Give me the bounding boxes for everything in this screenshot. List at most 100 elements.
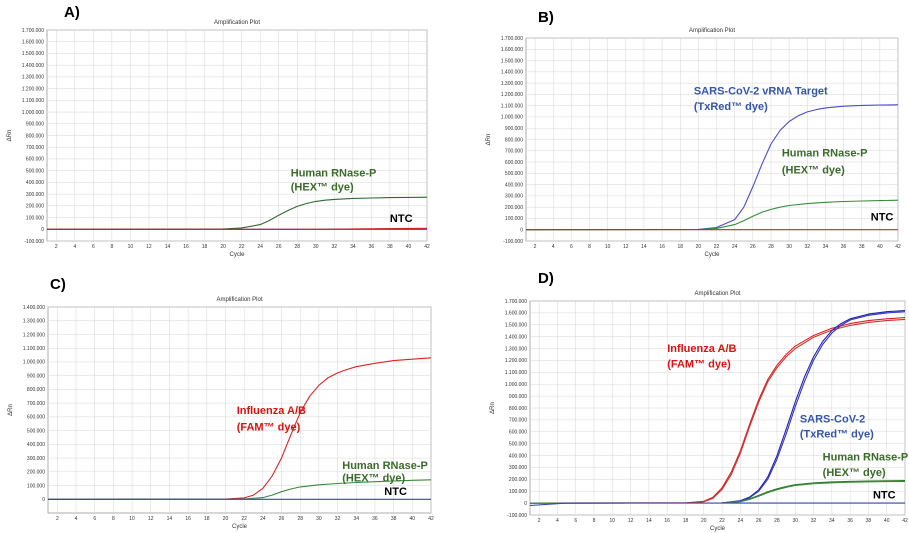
x-tick-label: 20	[220, 244, 226, 250]
x-axis-label: Cycle	[704, 252, 720, 258]
y-tick-label: 1.600.000	[22, 40, 44, 46]
x-tick-label: 42	[895, 244, 901, 250]
annotation-label: NTC	[384, 486, 407, 498]
x-tick-label: 16	[664, 518, 670, 524]
x-tick-label: 8	[110, 244, 113, 250]
x-tick-label: 12	[628, 518, 634, 524]
y-tick-label: 1.000.000	[23, 360, 45, 366]
annotation-label: Human RNase-P	[291, 168, 377, 180]
y-tick-label: 700.000	[26, 145, 44, 151]
x-tick-label: 12	[148, 516, 154, 522]
x-tick-label: 16	[183, 244, 189, 250]
x-tick-label: 22	[719, 518, 725, 524]
y-tick-label: 100.000	[505, 216, 523, 222]
y-tick-label: 1.100.000	[501, 103, 523, 109]
series-line	[46, 196, 428, 230]
x-tick-label: 28	[768, 244, 774, 250]
x-tick-label: 26	[750, 244, 756, 250]
y-tick-label: 800.000	[27, 387, 45, 393]
x-tick-label: 26	[756, 518, 762, 524]
panel-c: C) 2 4 6 8 10 12 14 16 18 20 22 24 26 28 30 32 34 36 38 40 4…	[0, 274, 450, 533]
x-tick-label: 16	[185, 516, 191, 522]
y-axis-label: ΔRn	[7, 130, 13, 142]
y-tick-label: 900.000	[505, 126, 523, 132]
x-tick-label: 14	[646, 518, 652, 524]
x-tick-label: 4	[75, 516, 78, 522]
plot-title: Amplification Plot	[689, 28, 735, 34]
x-axis-label: Cycle	[710, 526, 726, 532]
y-tick-label: 1.500.000	[501, 58, 523, 64]
annotation-label: (TxRed™ dye)	[800, 429, 874, 441]
y-tick-label: 300.000	[505, 194, 523, 200]
panel-a: A) 2 4 6 8 10 12 14 16 18 20 22 24 26 28 30 32 34 36 38 40 4…	[0, 0, 450, 266]
series-line	[525, 199, 899, 231]
x-tick-label: 28	[294, 244, 300, 250]
x-tick-label: 24	[732, 244, 738, 250]
x-tick-label: 34	[829, 518, 835, 524]
annotation-label: (HEX™ dye)	[342, 472, 405, 484]
y-tick-label: 1.400.000	[501, 70, 523, 76]
y-tick-label: 200.000	[505, 205, 523, 211]
y-tick-label: 600.000	[509, 430, 527, 436]
x-tick-label: 6	[570, 244, 573, 250]
y-tick-label: 600.000	[505, 160, 523, 166]
annotation-label: (HEX™ dye)	[782, 164, 845, 176]
x-tick-label: 30	[313, 244, 319, 250]
series-line	[47, 479, 432, 500]
y-tick-label: 400.000	[26, 180, 44, 186]
y-tick-label: 900.000	[27, 373, 45, 379]
y-tick-label: 1.400.000	[22, 63, 44, 69]
series-line	[529, 480, 906, 504]
annotation-label: SARS-CoV-2	[800, 413, 865, 425]
panel-label: A)	[64, 4, 80, 21]
x-tick-label: 42	[902, 518, 908, 524]
y-tick-label: 700.000	[27, 401, 45, 407]
series-line	[47, 357, 432, 500]
x-tick-label: 8	[112, 516, 115, 522]
x-tick-label: 12	[146, 244, 152, 250]
y-tick-label: 400.000	[505, 182, 523, 188]
y-tick-label: 1.500.000	[505, 323, 527, 329]
x-tick-label: 34	[823, 244, 829, 250]
x-tick-label: 22	[239, 244, 245, 250]
x-tick-label: 2	[55, 244, 58, 250]
x-tick-label: 16	[659, 244, 665, 250]
x-tick-label: 34	[350, 244, 356, 250]
x-axis-label: Cycle	[229, 252, 245, 258]
y-tick-label: 200.000	[27, 470, 45, 476]
x-axis-label: Cycle	[232, 524, 248, 530]
x-tick-label: 24	[260, 516, 266, 522]
y-tick-label: 800.000	[26, 133, 44, 139]
amplification-plot-b: 2 4 6 8 10 12 14 16 18 20 22 24 26 28 30 32 34 36 38 40 42-1…	[486, 28, 901, 258]
x-tick-label: 40	[884, 518, 890, 524]
y-tick-label: 1.200.000	[505, 358, 527, 364]
y-tick-label: 1.200.000	[23, 332, 45, 338]
x-tick-label: 32	[804, 244, 810, 250]
y-tick-label: 0	[520, 228, 523, 234]
x-tick-label: 10	[610, 518, 616, 524]
x-tick-label: 20	[701, 518, 707, 524]
y-tick-label: 1.100.000	[23, 346, 45, 352]
x-tick-label: 4	[552, 244, 555, 250]
y-tick-label: 1.600.000	[501, 47, 523, 53]
y-tick-label: 100.000	[26, 215, 44, 221]
series-line	[47, 227, 428, 230]
annotation-label: Human RNase-P	[782, 147, 868, 159]
x-tick-label: 28	[297, 516, 303, 522]
x-tick-label: 6	[574, 518, 577, 524]
y-tick-label: 1.000.000	[505, 382, 527, 388]
x-tick-label: 32	[811, 518, 817, 524]
annotation-label: SARS-CoV-2 vRNA Target	[694, 85, 828, 97]
x-tick-label: 34	[353, 516, 359, 522]
y-tick-label: 1.700.000	[501, 36, 523, 42]
y-tick-label: 1.400.000	[505, 334, 527, 340]
panel-label: B)	[538, 9, 554, 26]
y-tick-label: -100.000	[507, 513, 527, 519]
x-tick-label: 14	[641, 244, 647, 250]
y-tick-label: 300.000	[27, 456, 45, 462]
annotation-label: NTC	[390, 213, 413, 225]
y-tick-label: 0	[524, 501, 527, 507]
x-tick-label: 26	[279, 516, 285, 522]
x-tick-label: 22	[241, 516, 247, 522]
y-tick-label: 1.300.000	[501, 81, 523, 87]
